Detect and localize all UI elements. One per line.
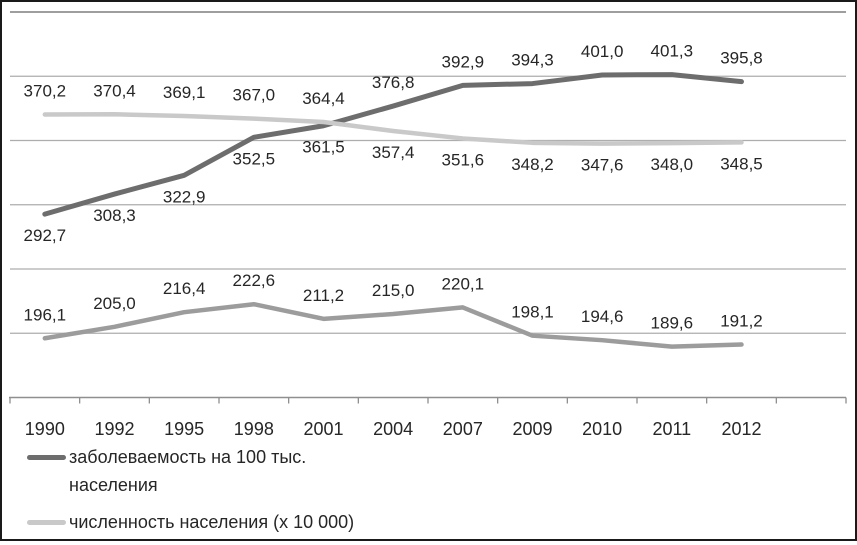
data-label: 394,3: [511, 51, 554, 70]
x-axis-label: 1995: [164, 419, 204, 439]
data-label: 211,2: [303, 286, 344, 305]
series-line-2: [42, 112, 744, 146]
series-line-3: [42, 301, 744, 349]
x-axis-label: 2012: [721, 419, 761, 439]
data-label: 196,1: [24, 305, 67, 324]
x-axis-label: 1998: [234, 419, 274, 439]
data-label: 348,5: [720, 154, 763, 173]
data-label: 351,6: [442, 150, 485, 169]
data-label: 361,5: [302, 138, 345, 157]
data-label: 367,0: [233, 86, 276, 105]
x-axis-label: 1992: [94, 419, 134, 439]
data-label: 347,6: [581, 156, 624, 175]
data-label: 205,0: [93, 294, 136, 313]
data-label: 395,8: [720, 49, 763, 68]
data-label: 401,0: [581, 42, 624, 61]
data-label: 370,4: [93, 81, 136, 100]
data-label: 348,0: [651, 155, 694, 174]
data-label: 364,4: [302, 89, 345, 108]
data-label: 357,4: [372, 143, 415, 162]
data-label: 215,0: [372, 281, 415, 300]
data-label: 322,9: [163, 187, 206, 206]
data-label: 392,9: [442, 52, 485, 71]
x-axis-label: 2010: [582, 419, 622, 439]
x-axis-label: 2001: [303, 419, 343, 439]
data-label: 348,2: [511, 155, 554, 174]
data-label: 308,3: [93, 206, 136, 225]
data-label: 370,2: [24, 82, 67, 101]
data-label: 369,1: [163, 83, 206, 102]
data-label: 216,4: [163, 279, 206, 298]
data-label: 352,5: [233, 149, 276, 168]
x-axis-label: 2011: [652, 419, 691, 439]
legend-label-incidence: заболеваемость на 100 тыс. населения: [69, 447, 307, 495]
chart-legend: заболеваемость на 100 тыс. населения чис…: [27, 443, 354, 545]
legend-item-population: численность населения (x 10 000): [27, 508, 354, 536]
light-line-swatch-icon: [27, 520, 66, 525]
legend-item-incidence: заболеваемость на 100 тыс. населения: [27, 443, 354, 499]
dark-line-swatch-icon: [27, 455, 66, 460]
data-label: 191,2: [720, 312, 763, 331]
data-label: 292,7: [24, 226, 67, 245]
data-label: 376,8: [372, 73, 415, 92]
data-label: 401,3: [651, 42, 694, 61]
legend-label-population: численность населения (x 10 000): [69, 512, 355, 532]
data-label: 198,1: [511, 303, 554, 322]
x-axis-label: 1990: [25, 419, 65, 439]
data-label: 194,6: [581, 307, 624, 326]
x-axis-label: 2009: [512, 419, 552, 439]
data-label: 220,1: [442, 274, 485, 293]
series-line-1: [42, 72, 744, 217]
data-label: 222,6: [233, 271, 276, 290]
data-label: 189,6: [651, 314, 694, 333]
x-axis-label: 2004: [373, 419, 413, 439]
x-axis-label: 2007: [443, 419, 483, 439]
